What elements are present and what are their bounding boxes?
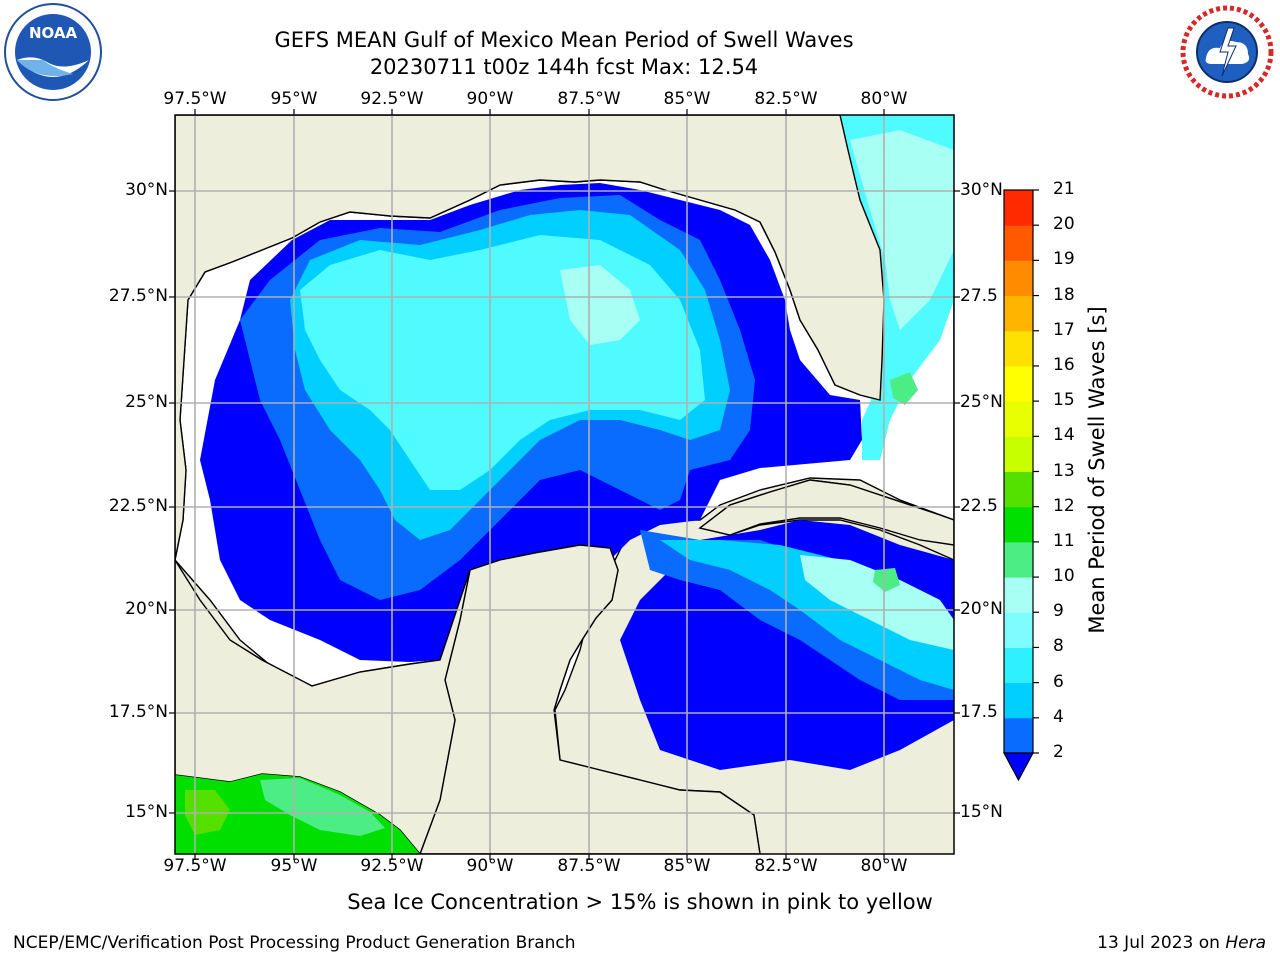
colorbar-tick-label: 19: [1053, 249, 1075, 270]
colorbar-tick-label: 12: [1053, 495, 1075, 516]
lon-label-top: 95°W: [270, 89, 318, 109]
lat-label-left: 27.5°N: [108, 286, 168, 306]
colorbar: [1002, 189, 1039, 782]
lat-label-left: 20°N: [125, 599, 168, 619]
swell-contour-carib-10s: [873, 568, 900, 592]
colorbar-bin: [1004, 717, 1033, 754]
colorbar-tick-label: 15: [1053, 390, 1075, 411]
lat-label-left: 22.5°N: [108, 496, 168, 516]
colorbar-tick-label: 6: [1053, 671, 1064, 692]
lon-label-bottom: 85°W: [663, 856, 711, 876]
lon-label-top: 85°W: [663, 89, 711, 109]
footer-machine: Hera: [1225, 933, 1266, 953]
map-subtitle: 20230711 t00z 144h fcst Max: 12.54: [369, 55, 759, 79]
us-coast-land: [175, 115, 885, 561]
lon-label-top: 90°W: [466, 89, 514, 109]
footer-date-text: 13 Jul 2023 on: [1097, 933, 1226, 953]
map-title: GEFS MEAN Gulf of Mexico Mean Period of …: [274, 28, 854, 52]
noaa-logo: NOAA: [4, 3, 102, 101]
lon-label-top: 80°W: [860, 89, 908, 109]
colorbar-tick-label: 9: [1053, 601, 1064, 622]
lat-label-right: 27.5: [960, 286, 998, 306]
lon-label-bottom: 80°W: [860, 856, 908, 876]
swell-contour-carib-9s: [800, 555, 954, 650]
colorbar-tick-label: 8: [1053, 636, 1064, 657]
colorbar-bin: [1004, 577, 1033, 613]
colorbar-bin: [1004, 682, 1033, 719]
swell-contour-9s: [560, 265, 640, 345]
colorbar-tick-label: 21: [1053, 179, 1075, 199]
lat-label-right: 15°N: [960, 802, 1003, 822]
lon-label-bottom: 82.5°W: [754, 856, 818, 876]
swell-contour-atlantic-10s: [890, 372, 918, 405]
colorbar-extend-arrow: [1002, 752, 1035, 782]
colorbar-bin: [1004, 436, 1033, 472]
sea-ice-note: Sea Ice Concentration > 15% is shown in …: [347, 890, 933, 914]
lon-label-bottom: 92.5°W: [360, 856, 424, 876]
colorbar-tick-label: 13: [1053, 460, 1075, 481]
colorbar-label: Mean Period of Swell Waves [s]: [1085, 306, 1109, 634]
map-gridlines: [175, 115, 954, 854]
colorbar-bin: [1004, 612, 1033, 648]
noaa-logo-text: NOAA: [29, 24, 78, 42]
colorbar-bin: [1004, 260, 1033, 297]
lon-label-top: 92.5°W: [360, 89, 424, 109]
lat-label-left: 15°N: [125, 802, 168, 822]
lat-label-left: 17.5°N: [108, 702, 168, 722]
lon-label-bottom: 95°W: [270, 856, 318, 876]
colorbar-bin: [1004, 190, 1033, 226]
colorbar-tick-label: 18: [1053, 284, 1075, 305]
lat-label-right: 20°N: [960, 599, 1003, 619]
colorbar-bin: [1004, 647, 1033, 684]
lat-label-right: 17.5: [960, 702, 998, 722]
pacific-overlay-10s: [260, 778, 385, 836]
colorbar-bin: [1004, 225, 1033, 261]
colorbar-tick-label: 17: [1053, 319, 1075, 340]
colorbar-tick-label: 11: [1053, 530, 1075, 551]
lat-label-left: 25°N: [125, 392, 168, 412]
lon-label-top: 82.5°W: [754, 89, 818, 109]
colorbar-bin: [1004, 401, 1033, 437]
lat-label-right: 30°N: [960, 180, 1003, 200]
colorbar-tick-label: 2: [1053, 742, 1064, 762]
colorbar-tick-label: 20: [1053, 214, 1075, 235]
colorbar-bin: [1004, 471, 1033, 508]
lat-label-left: 30°N: [125, 180, 168, 200]
colorbar-tick-label: 16: [1053, 354, 1075, 375]
axis-ticks: [169, 109, 960, 860]
footer-branch: NCEP/EMC/Verification Post Processing Pr…: [13, 933, 576, 953]
colorbar-bin: [1004, 295, 1033, 332]
lon-label-bottom: 97.5°W: [163, 856, 227, 876]
colorbar-bin: [1004, 506, 1033, 543]
footer-date: 13 Jul 2023 on Hera: [1097, 933, 1266, 953]
colorbar-bin: [1004, 541, 1033, 578]
colorbar-tick-label: 14: [1053, 425, 1075, 446]
nws-logo: [1180, 5, 1274, 99]
lon-label-bottom: 87.5°W: [557, 856, 621, 876]
map-frame: [174, 114, 955, 855]
lon-label-top: 97.5°W: [163, 89, 227, 109]
colorbar-tick-label: 10: [1053, 566, 1075, 587]
swell-contour-atlantic-9s: [850, 130, 954, 330]
lat-label-right: 22.5: [960, 496, 998, 516]
colorbar-bin: [1004, 330, 1033, 367]
colorbar-tick-label: 4: [1053, 706, 1064, 727]
lat-label-right: 25°N: [960, 392, 1003, 412]
lon-label-top: 87.5°W: [557, 89, 621, 109]
lon-label-bottom: 90°W: [466, 856, 514, 876]
colorbar-bin: [1004, 365, 1033, 402]
